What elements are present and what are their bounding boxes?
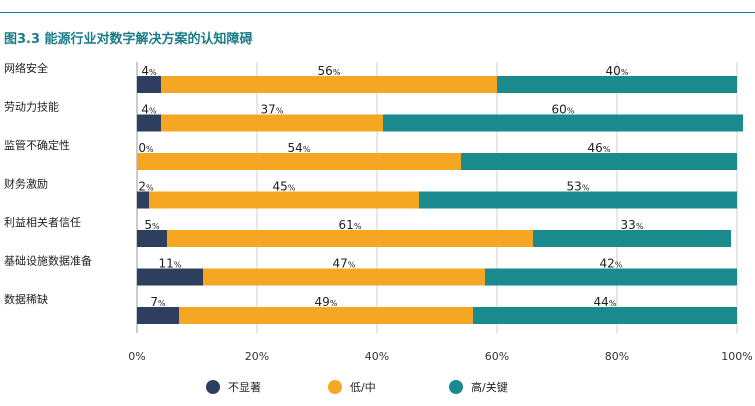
legend-label: 不显著 bbox=[228, 381, 261, 394]
legend: 不显著 低/中 高/关键 bbox=[0, 379, 755, 397]
data-label: 4% bbox=[141, 64, 157, 78]
category-label: 财务激励 bbox=[4, 177, 48, 191]
bar-segment bbox=[137, 76, 161, 93]
data-label: 4% bbox=[141, 103, 157, 117]
category-label: 利益相关者信任 bbox=[4, 215, 81, 229]
value-labels: 4% 56% 40% 4% 37% 60% 0% 54% 46% 2% 45% 53% 5% 61% 33%… bbox=[138, 64, 643, 309]
data-label: 40% bbox=[606, 64, 629, 78]
data-label: 54% bbox=[288, 141, 311, 155]
x-tick-label: 40% bbox=[365, 350, 389, 363]
data-label: 46% bbox=[588, 141, 611, 155]
bar-segment bbox=[179, 307, 473, 324]
legend-label: 低/中 bbox=[350, 381, 376, 394]
data-label: 45% bbox=[273, 180, 296, 194]
x-axis-ticks: 0% 20% 40% 60% 80% 100% bbox=[128, 350, 752, 363]
bar-segment bbox=[161, 114, 383, 132]
category-label: 监管不确定性 bbox=[4, 138, 70, 152]
bar-segment bbox=[137, 230, 167, 247]
bar-segment bbox=[461, 153, 737, 170]
data-label: 33% bbox=[621, 218, 644, 232]
bar-segment bbox=[149, 191, 419, 209]
data-label: 0% bbox=[138, 141, 154, 155]
bar-segment bbox=[485, 268, 737, 286]
category-label: 网络安全 bbox=[4, 61, 48, 75]
data-label: 37% bbox=[261, 103, 284, 117]
category-label: 数据稀缺 bbox=[4, 292, 48, 306]
bar-segment bbox=[419, 191, 737, 209]
top-rule bbox=[0, 12, 755, 13]
bar-segment bbox=[137, 268, 203, 286]
data-label: 56% bbox=[318, 64, 341, 78]
x-tick-label: 20% bbox=[245, 350, 269, 363]
data-label: 49% bbox=[315, 295, 338, 309]
data-label: 11% bbox=[159, 257, 182, 271]
data-label: 5% bbox=[144, 218, 160, 232]
data-label: 53% bbox=[567, 180, 590, 194]
legend-swatch bbox=[328, 380, 342, 394]
data-label: 2% bbox=[138, 180, 154, 194]
legend-swatch bbox=[206, 380, 220, 394]
data-label: 7% bbox=[150, 295, 166, 309]
x-tick-label: 0% bbox=[128, 350, 145, 363]
legend-item: 不显著 bbox=[206, 379, 261, 395]
bar-segment bbox=[137, 153, 461, 170]
legend-item: 高/关键 bbox=[449, 379, 508, 395]
x-tick-label: 100% bbox=[721, 350, 752, 363]
data-label: 47% bbox=[333, 257, 356, 271]
bar-segment bbox=[203, 268, 485, 286]
legend-label: 高/关键 bbox=[471, 381, 508, 394]
x-tick-label: 80% bbox=[605, 350, 629, 363]
x-tick-label: 60% bbox=[485, 350, 509, 363]
bar-segment bbox=[137, 191, 149, 209]
data-label: 42% bbox=[600, 257, 623, 271]
data-label: 61% bbox=[339, 218, 362, 232]
bar-segment bbox=[473, 307, 737, 324]
bar-segment bbox=[137, 307, 179, 324]
category-label: 劳动力技能 bbox=[4, 100, 59, 114]
legend-item: 低/中 bbox=[328, 379, 376, 395]
data-label: 44% bbox=[594, 295, 617, 309]
legend-swatch bbox=[449, 380, 463, 394]
bar-segment bbox=[137, 114, 161, 132]
bar-segment bbox=[533, 230, 731, 247]
bars bbox=[137, 76, 743, 324]
category-label: 基础设施数据准备 bbox=[4, 254, 92, 268]
bar-segment bbox=[383, 114, 743, 132]
bar-segment bbox=[167, 230, 533, 247]
bar-segment bbox=[497, 76, 737, 93]
chart-title: 图3.3 能源行业对数字解决方案的认知障碍 bbox=[4, 32, 253, 47]
data-label: 60% bbox=[552, 103, 575, 117]
bar-segment bbox=[161, 76, 497, 93]
